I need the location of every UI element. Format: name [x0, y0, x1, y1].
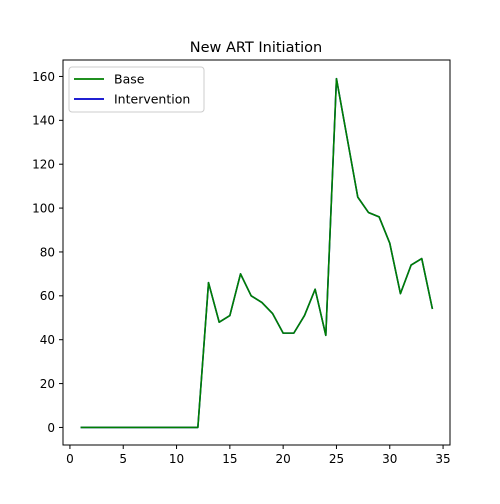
series-line-base — [80, 77, 434, 429]
x-tick-label: 20 — [276, 452, 291, 466]
legend-label-base: Base — [114, 72, 145, 87]
y-axis: 0 20 40 60 80 100 120 140 160 — [32, 70, 63, 435]
y-tick-label: 20 — [40, 377, 55, 391]
y-tick-label: 120 — [32, 158, 55, 172]
chart-title: New ART Initiation — [190, 40, 323, 56]
y-tick-label: 140 — [32, 114, 55, 128]
y-tick-label: 160 — [32, 70, 55, 84]
x-tick-label: 35 — [435, 452, 450, 466]
x-tick-label: 25 — [329, 452, 344, 466]
y-tick-label: 100 — [32, 201, 55, 215]
y-tick-label: 60 — [40, 289, 55, 303]
series-line-intervention — [80, 77, 434, 429]
y-tick-label: 80 — [40, 245, 55, 259]
y-tick-label: 0 — [47, 421, 55, 435]
y-tick-label: 40 — [40, 333, 55, 347]
legend-label-intervention: Intervention — [114, 92, 190, 107]
x-tick-label: 30 — [382, 452, 397, 466]
x-tick-label: 0 — [66, 452, 74, 466]
legend: Base Intervention — [68, 66, 205, 113]
x-tick-label: 5 — [119, 452, 127, 466]
series-layer — [80, 77, 434, 429]
x-tick-label: 10 — [169, 452, 184, 466]
x-tick-label: 15 — [222, 452, 237, 466]
x-axis: 0 5 10 15 20 25 30 35 — [66, 445, 451, 466]
plot-frame — [62, 59, 451, 446]
